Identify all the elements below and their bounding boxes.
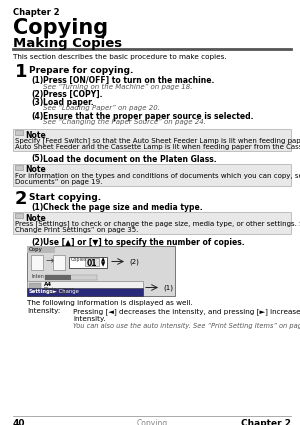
Text: Making Copies: Making Copies xyxy=(13,37,122,50)
Text: Load the document on the Platen Glass.: Load the document on the Platen Glass. xyxy=(43,155,217,164)
Text: Start copying.: Start copying. xyxy=(29,193,101,201)
Text: Specify [Feed Switch] so that the Auto Sheet Feeder Lamp is lit when feeding pap: Specify [Feed Switch] so that the Auto S… xyxy=(15,138,300,144)
Text: 2: 2 xyxy=(15,190,28,207)
Text: Copies: Copies xyxy=(71,258,87,263)
Text: 01: 01 xyxy=(87,258,97,267)
FancyBboxPatch shape xyxy=(31,255,43,269)
Text: (1): (1) xyxy=(31,202,43,212)
Text: See “Turning on the Machine” on page 18.: See “Turning on the Machine” on page 18. xyxy=(43,83,193,90)
Text: (4): (4) xyxy=(31,111,43,121)
Text: Plain paper: Plain paper xyxy=(44,286,74,292)
Text: intensity.: intensity. xyxy=(73,315,106,321)
FancyBboxPatch shape xyxy=(13,164,291,185)
Text: ▼: ▼ xyxy=(101,263,105,267)
FancyBboxPatch shape xyxy=(27,246,55,252)
Text: (2): (2) xyxy=(129,258,139,265)
FancyBboxPatch shape xyxy=(13,212,291,233)
FancyBboxPatch shape xyxy=(69,257,107,267)
Text: Press [COPY].: Press [COPY]. xyxy=(43,90,103,99)
Text: Note: Note xyxy=(25,165,46,175)
Text: (2): (2) xyxy=(31,90,43,99)
Text: ► Change: ► Change xyxy=(53,289,79,294)
Text: Press [Settings] to check or change the page size, media type, or other settings: Press [Settings] to check or change the … xyxy=(15,221,300,227)
FancyBboxPatch shape xyxy=(85,258,99,266)
Text: 40: 40 xyxy=(13,419,26,425)
FancyBboxPatch shape xyxy=(45,275,71,280)
Text: Inten: Inten xyxy=(31,275,44,280)
FancyBboxPatch shape xyxy=(27,246,175,295)
Text: See “Loading Paper” on page 20.: See “Loading Paper” on page 20. xyxy=(43,105,160,111)
Text: ▲: ▲ xyxy=(101,258,105,263)
Text: Note: Note xyxy=(25,130,46,139)
FancyBboxPatch shape xyxy=(45,275,97,280)
Text: This section describes the basic procedure to make copies.: This section describes the basic procedu… xyxy=(13,54,226,60)
FancyBboxPatch shape xyxy=(15,213,23,218)
Text: Settings: Settings xyxy=(29,289,54,294)
Text: (1): (1) xyxy=(31,76,43,85)
Text: For information on the types and conditions of documents which you can copy, see: For information on the types and conditi… xyxy=(15,173,300,178)
Text: Change Print Settings” on page 35.: Change Print Settings” on page 35. xyxy=(15,227,138,233)
FancyBboxPatch shape xyxy=(27,280,143,295)
FancyBboxPatch shape xyxy=(15,130,23,135)
Text: (2): (2) xyxy=(31,238,43,246)
FancyBboxPatch shape xyxy=(15,165,23,170)
Text: Load paper.: Load paper. xyxy=(43,97,94,107)
FancyBboxPatch shape xyxy=(13,128,291,150)
Text: Chapter 2: Chapter 2 xyxy=(13,8,60,17)
Text: Prepare for copying.: Prepare for copying. xyxy=(29,66,134,75)
Text: Standard: Standard xyxy=(44,291,68,295)
Text: Intensity:: Intensity: xyxy=(27,309,60,314)
Text: Copying: Copying xyxy=(136,419,168,425)
FancyBboxPatch shape xyxy=(27,287,143,295)
Text: Copying: Copying xyxy=(13,18,108,38)
Text: Documents” on page 19.: Documents” on page 19. xyxy=(15,179,102,185)
Text: Chapter 2: Chapter 2 xyxy=(241,419,291,425)
Text: Note: Note xyxy=(25,213,46,223)
Text: Pressing [◄] decreases the intensity, and pressing [►] increases the: Pressing [◄] decreases the intensity, an… xyxy=(73,309,300,315)
Text: A4: A4 xyxy=(44,283,52,287)
Text: Check the page size and media type.: Check the page size and media type. xyxy=(43,202,203,212)
Text: The following information is displayed as well.: The following information is displayed a… xyxy=(27,300,193,306)
Text: Copy: Copy xyxy=(29,247,43,252)
Text: Auto Sheet Feeder and the Cassette Lamp is lit when feeding paper from the Casse: Auto Sheet Feeder and the Cassette Lamp … xyxy=(15,144,300,150)
Text: Use [▲] or [▼] to specify the number of copies.: Use [▲] or [▼] to specify the number of … xyxy=(43,238,244,246)
FancyBboxPatch shape xyxy=(53,255,65,269)
Text: 1: 1 xyxy=(15,63,28,81)
Text: Ensure that the proper paper source is selected.: Ensure that the proper paper source is s… xyxy=(43,111,254,121)
FancyBboxPatch shape xyxy=(29,283,41,292)
Text: →: → xyxy=(45,257,53,266)
Text: See “Changing the Paper Source” on page 24.: See “Changing the Paper Source” on page … xyxy=(43,119,206,125)
Text: Press [ON/OFF] to turn on the machine.: Press [ON/OFF] to turn on the machine. xyxy=(43,76,214,85)
Text: (1): (1) xyxy=(163,284,173,291)
Text: (3): (3) xyxy=(31,97,43,107)
Text: (5): (5) xyxy=(31,155,43,164)
Text: You can also use the auto intensity. See “Print Setting Items” on page 37.: You can also use the auto intensity. See… xyxy=(73,323,300,329)
